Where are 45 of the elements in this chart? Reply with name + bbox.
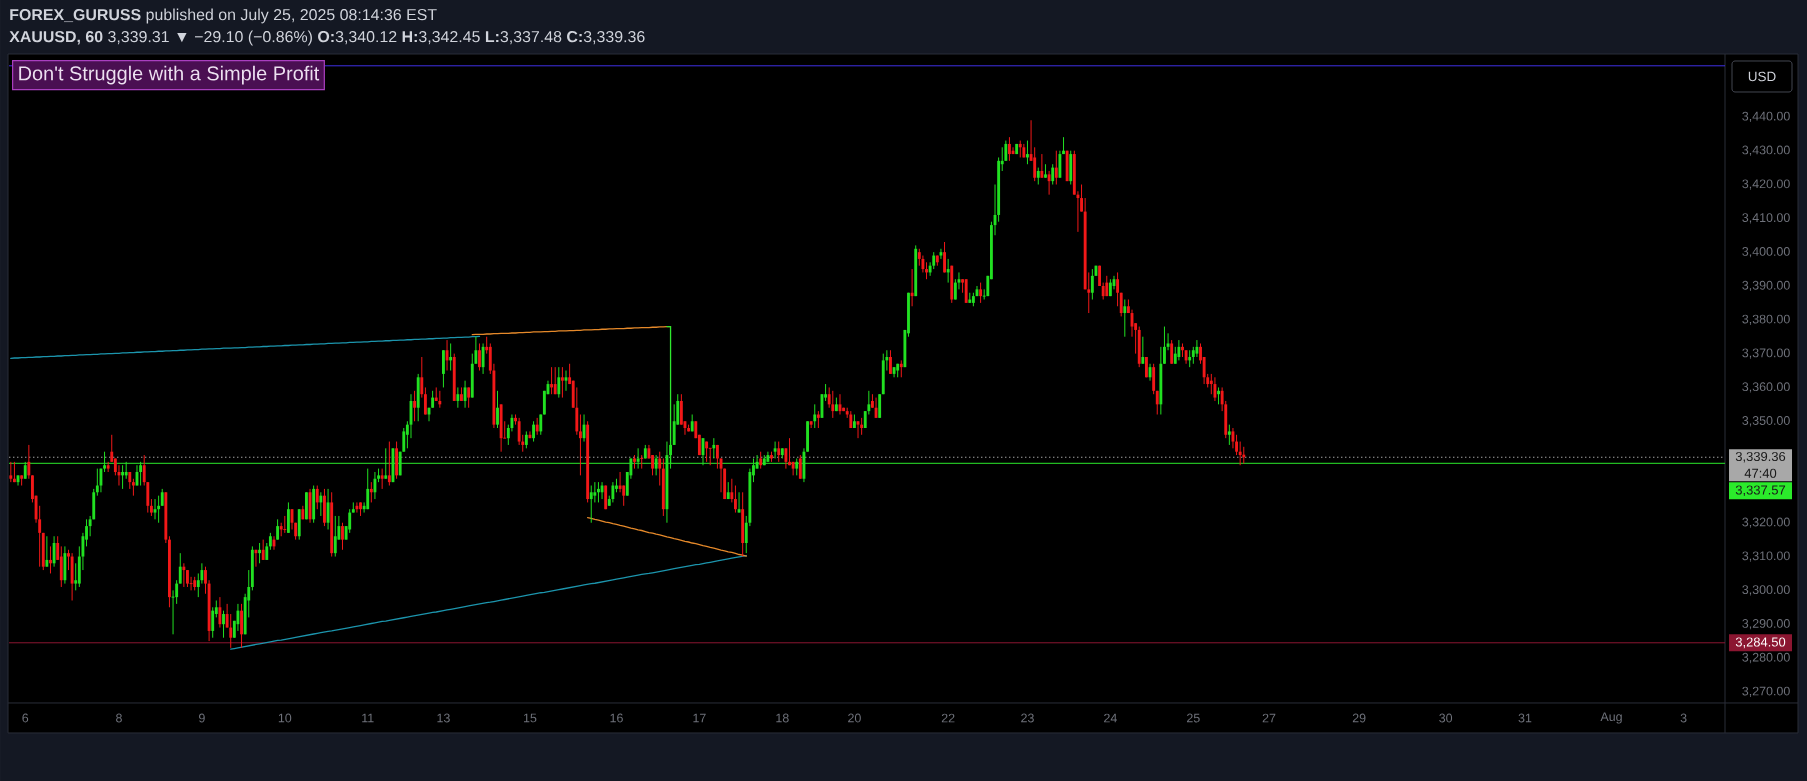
x-tick-label: 9 [199, 713, 205, 723]
ref-line-label: 3,337.57 [1735, 485, 1786, 497]
y-tick-label: 3,440.00 [1742, 111, 1790, 123]
y-tick-label: 3,290.00 [1742, 619, 1790, 630]
text: 47:40 [1744, 468, 1777, 478]
x-tick-label: 17 [693, 713, 706, 723]
x-tick-label: Aug [1600, 712, 1622, 724]
y-tick-label: 3,310.00 [1742, 551, 1790, 562]
x-tick-label: 6 [22, 713, 29, 723]
ref-line-label: 3,284.50 [1735, 637, 1786, 649]
x-tick-label: 23 [1021, 713, 1034, 723]
x-tick-label: 11 [362, 713, 374, 723]
x-tick-label: 8 [116, 713, 122, 723]
y-tick-label: 3,350.00 [1742, 416, 1790, 427]
ref-line-label: 3,339.36 [1735, 451, 1786, 463]
x-tick-label: 15 [523, 713, 537, 723]
y-tick-label: 3,430.00 [1742, 145, 1790, 156]
annotation: Don't Struggle with a Simple Profit [19, 65, 320, 85]
y-tick-label: 3,390.00 [1742, 280, 1790, 292]
y-tick-label: 3,320.00 [1742, 517, 1790, 528]
y-tick-label: 3,280.00 [1742, 652, 1790, 664]
y-tick-label: 3,360.00 [1742, 382, 1790, 393]
y-tick-label: 3,410.00 [1742, 213, 1790, 224]
y-axis-title: USD [1748, 71, 1776, 82]
x-tick-label: 22 [941, 713, 955, 723]
x-tick-label: 20 [848, 713, 861, 723]
y-tick-label: 3,370.00 [1742, 348, 1790, 359]
y-tick-label: 3,270.00 [1742, 686, 1790, 697]
y-tick-label: 3,300.00 [1742, 585, 1790, 596]
x-tick-label: 13 [437, 713, 450, 723]
x-tick-label: 29 [1352, 713, 1366, 723]
x-tick-label: 31 [1518, 713, 1532, 723]
x-tick-label: 30 [1439, 713, 1453, 723]
x-tick-label: 16 [610, 713, 623, 723]
chart-title: FOREX_GURUSS published on July 25, 2025 08:14:36 EST [10, 8, 437, 24]
y-tick-label: 3,420.00 [1742, 179, 1790, 190]
x-tick-label: 18 [776, 713, 789, 723]
y-tick-label: 3,380.00 [1742, 314, 1790, 325]
x-tick-label: 3 [1680, 713, 1687, 723]
y-tick-label: 3,400.00 [1742, 247, 1790, 258]
x-tick-label: 24 [1104, 713, 1117, 723]
x-tick-label: 27 [1262, 713, 1276, 723]
text: XAUUSD, 60 3,339.31 ▼ −29.10 (−0.86%) O:3,340.12 H:3,342.45 L:3,337.48 C:3,339.36 [9, 30, 645, 46]
x-tick-label: 25 [1187, 713, 1200, 723]
x-tick-label: 10 [278, 713, 292, 723]
